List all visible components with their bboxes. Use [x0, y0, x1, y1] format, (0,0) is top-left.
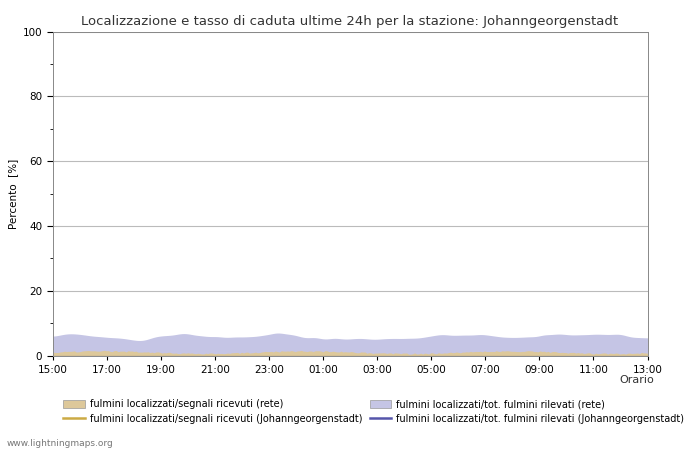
Text: www.lightningmaps.org: www.lightningmaps.org	[7, 439, 113, 448]
Y-axis label: Percento  [%]: Percento [%]	[8, 158, 18, 229]
Title: Localizzazione e tasso di caduta ultime 24h per la stazione: Johanngeorgenstadt: Localizzazione e tasso di caduta ultime …	[81, 14, 619, 27]
Legend: fulmini localizzati/segnali ricevuti (rete), fulmini localizzati/segnali ricevut: fulmini localizzati/segnali ricevuti (re…	[63, 399, 684, 424]
Text: Orario: Orario	[620, 375, 654, 385]
